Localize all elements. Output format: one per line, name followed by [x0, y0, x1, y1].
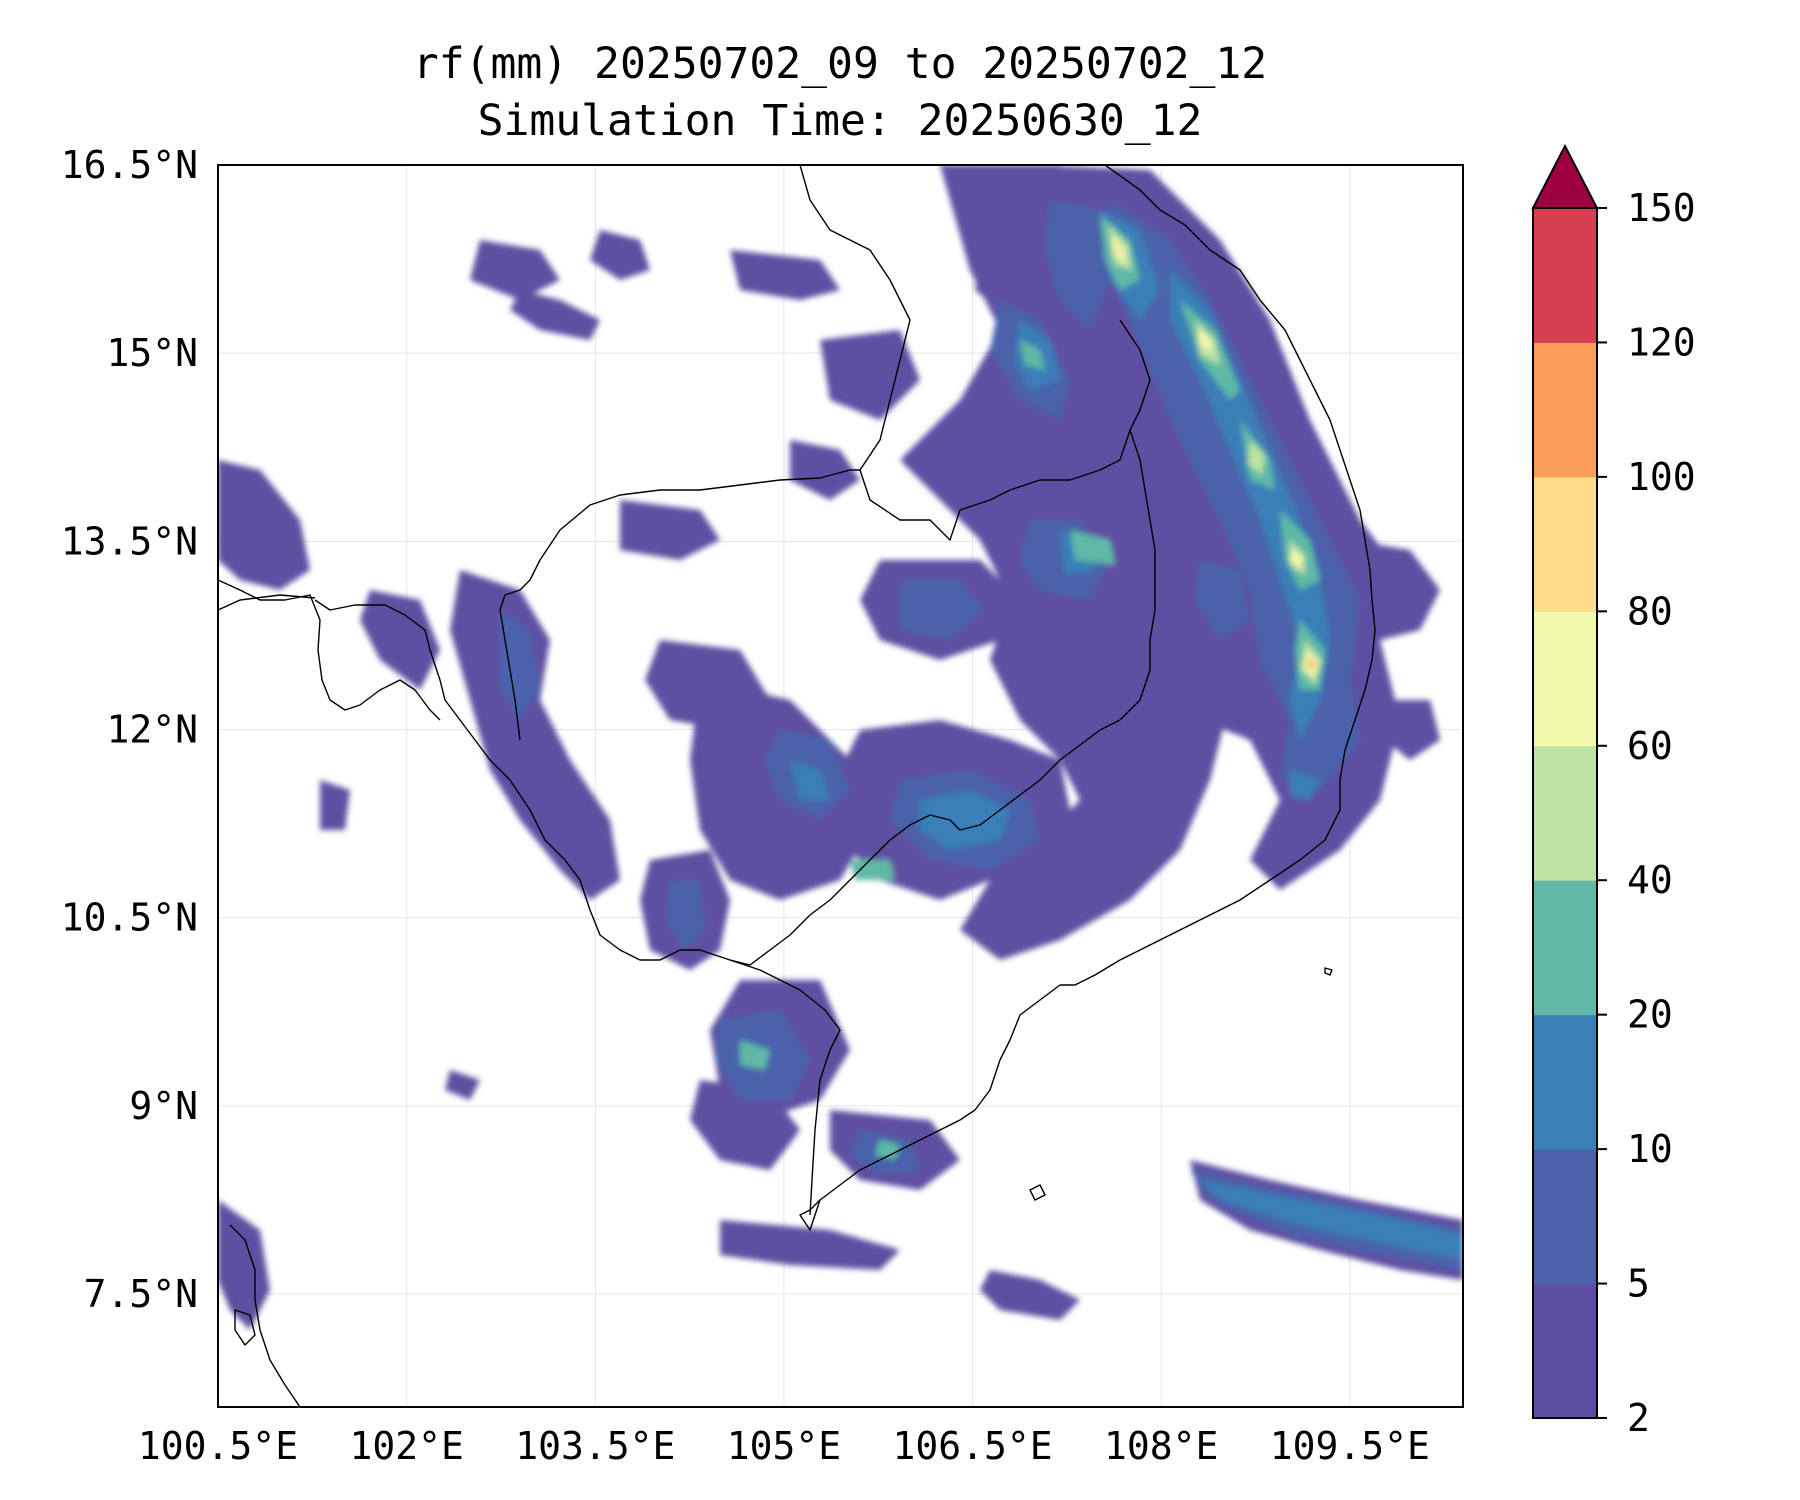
rainfall-band-60-80 [1112, 235, 1318, 678]
colorbar-tick-label: 40 [1627, 858, 1673, 902]
lat-tick-label: 12°N [106, 708, 198, 752]
lon-tick-label: 106.5°E [892, 1424, 1052, 1468]
coastlines-and-borders [218, 165, 1376, 1407]
lon-tick-label: 108°E [1104, 1424, 1218, 1468]
lon-tick-labels: 100.5°E 102°E 103.5°E 105°E 106.5°E 108°E 109.… [138, 1424, 1430, 1468]
lon-tick-label: 103.5°E [515, 1424, 675, 1468]
lat-tick-labels: 16.5°N 15°N 13.5°N 12°N 10.5°N 9°N 7.5°N [61, 143, 198, 1316]
colorbar-frame [1532, 207, 1598, 1419]
thailand-west-coast [218, 579, 441, 721]
lon-tick-label: 100.5°E [138, 1424, 298, 1468]
lat-tick-label: 9°N [129, 1084, 198, 1128]
rainfall-band-10-20 [790, 210, 1463, 1260]
colorbar-extend-arrow [1531, 143, 1599, 209]
colorbar-segment [1533, 1149, 1597, 1285]
colorbar-segment [1533, 476, 1597, 612]
thailand-laos-border [218, 594, 316, 611]
colorbar-segment [1533, 342, 1597, 478]
vietnam-cambodia-border [729, 429, 1156, 966]
colorbar-tick-label: 5 [1627, 1262, 1650, 1306]
lat-tick-label: 7.5°N [84, 1272, 198, 1316]
lon-tick-label: 109.5°E [1270, 1424, 1430, 1468]
colorbar-segment [1533, 745, 1597, 881]
colorbar-tick-label: 100 [1627, 455, 1696, 499]
colorbar-tick-label: 20 [1627, 993, 1673, 1037]
colorbar-tick-label: 80 [1627, 589, 1673, 633]
vietnam-coastline [1060, 165, 1376, 986]
lon-tick-label: 102°E [349, 1424, 463, 1468]
title-line-1: rf(mm) 20250702_09 to 20250702_12 [413, 39, 1267, 89]
colorbar-segment [1533, 880, 1597, 1016]
lat-tick-label: 10.5°N [61, 896, 198, 940]
island-1 [1029, 1184, 1046, 1201]
colorbar-tick-label: 120 [1627, 320, 1696, 364]
colorbar-segment [1533, 1014, 1597, 1150]
colorbar-tick-label: 150 [1627, 186, 1696, 230]
gulf-of-thailand-coastline [314, 599, 841, 1216]
map-frame [217, 164, 1464, 1408]
colorbar-tick-label: 60 [1627, 724, 1673, 768]
rainfall-field [218, 165, 1463, 1330]
rainfall-band-100-120 [1308, 660, 1314, 668]
lat-tick-label: 16.5°N [61, 143, 198, 187]
thailand-cambodia-south-border [499, 529, 561, 741]
lat-tick-label: 15°N [106, 331, 198, 375]
lon-tick-label: 105°E [727, 1424, 841, 1468]
colorbar: 2 5 10 20 40 60 80 100 120 150 [1531, 143, 1696, 1440]
title-line-2: Simulation Time: 20250630_12 [478, 96, 1203, 146]
colorbar-tick-label: 2 [1627, 1396, 1650, 1440]
lat-tick-label: 13.5°N [61, 519, 198, 563]
map-panel: 100.5°E 102°E 103.5°E 105°E 106.5°E 108°E 109.… [61, 143, 1464, 1468]
malay-peninsula-coastline [229, 1224, 301, 1407]
cambodia-laos-border [799, 165, 1151, 541]
colorbar-tick-label: 10 [1627, 1127, 1673, 1171]
thailand-cambodia-border [559, 469, 860, 531]
colorbar-segment [1533, 208, 1597, 343]
island-2 [1324, 967, 1333, 976]
colorbar-segment [1533, 1283, 1597, 1419]
island-3 [234, 1309, 256, 1346]
colorbar-segment [1533, 611, 1597, 747]
